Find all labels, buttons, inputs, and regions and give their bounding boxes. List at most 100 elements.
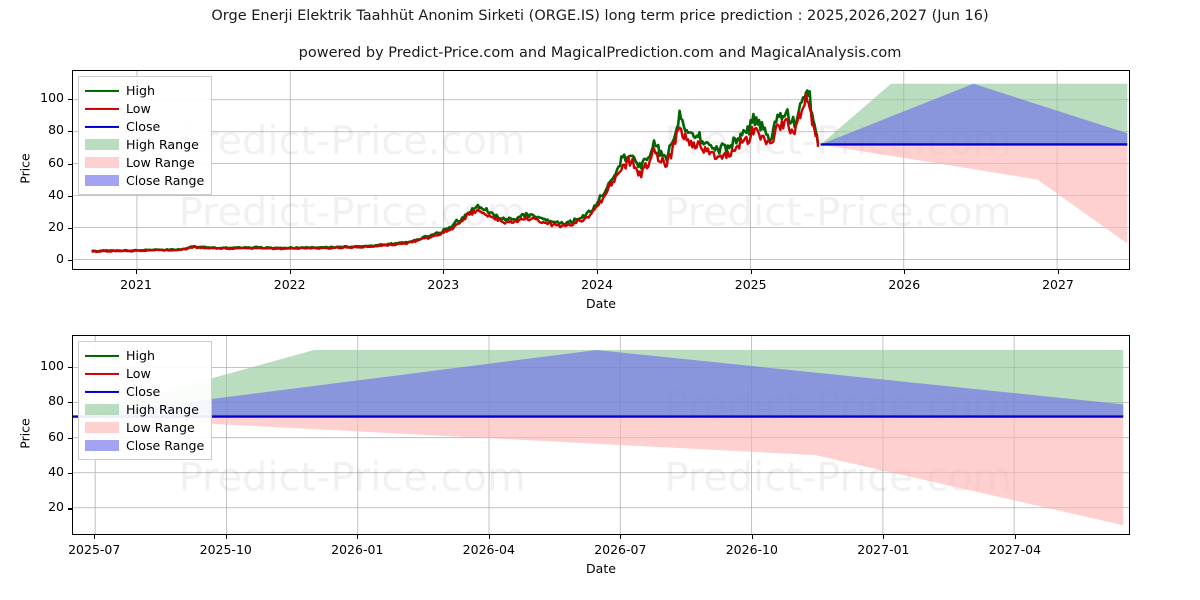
legend-label: Low Range xyxy=(126,420,195,435)
x-tick-mark xyxy=(225,535,227,539)
y-tick-label: 60 xyxy=(48,154,64,170)
x-tick-label: 2026-07 xyxy=(594,542,647,557)
x-tick-label: 2021 xyxy=(120,277,152,292)
legend-line-swatch xyxy=(85,349,119,362)
legend-label: Low xyxy=(126,366,151,381)
legend-line-swatch xyxy=(85,385,119,398)
legend-label: High Range xyxy=(126,402,199,417)
swatch xyxy=(85,390,119,393)
bottom-chart-axes: Predict-Price.comPredict-Price.comPredic… xyxy=(72,335,1130,535)
top-chart-legend: High Low Close High Range Low Range Close Ran… xyxy=(78,76,213,195)
x-tick-label: 2023 xyxy=(427,277,460,292)
y-tick-mark xyxy=(68,508,72,510)
legend-item-close: Close xyxy=(85,118,204,135)
swatch xyxy=(85,157,119,168)
swatch xyxy=(85,107,119,110)
swatch xyxy=(85,139,119,150)
x-tick-label: 2024 xyxy=(581,277,613,292)
swatch xyxy=(85,404,119,415)
x-tick-mark xyxy=(751,535,753,539)
y-tick-label: 100 xyxy=(40,357,64,373)
x-tick-mark xyxy=(904,270,906,274)
x-tick-label: 2026 xyxy=(888,277,921,292)
y-tick-mark xyxy=(68,473,72,475)
legend-label: High xyxy=(126,83,155,98)
legend-line-swatch xyxy=(85,84,119,97)
legend-label: Close xyxy=(126,119,161,134)
x-axis-label: Date xyxy=(586,561,616,576)
y-tick-label: 80 xyxy=(48,122,64,138)
x-tick-label: 2022 xyxy=(273,277,306,292)
swatch xyxy=(85,440,119,451)
x-tick-mark xyxy=(488,535,490,539)
swatch xyxy=(85,354,119,357)
x-tick-label: 2026-01 xyxy=(331,542,384,557)
y-tick-label: 0 xyxy=(56,251,64,267)
x-tick-label: 2025-10 xyxy=(199,542,252,557)
legend-label: Close xyxy=(126,384,161,399)
x-tick-label: 2027-04 xyxy=(988,542,1042,557)
legend-item-high: High xyxy=(85,347,204,364)
legend-item-high: High xyxy=(85,82,204,99)
legend-label: Close Range xyxy=(126,173,205,188)
y-tick-label: 20 xyxy=(48,499,64,515)
legend-item-low: Low xyxy=(85,100,204,117)
svg-text:Predict-Price.com: Predict-Price.com xyxy=(664,190,1011,236)
legend-label: High xyxy=(126,348,155,363)
x-tick-mark xyxy=(750,270,752,274)
x-tick-mark xyxy=(883,535,885,539)
swatch xyxy=(85,89,119,92)
figure-title: Orge Enerji Elektrik Taahhüt Anonim Sirk… xyxy=(211,8,989,24)
x-tick-mark xyxy=(94,535,96,539)
bottom-plot-canvas: Predict-Price.comPredict-Price.comPredic… xyxy=(73,336,1129,534)
y-tick-label: 80 xyxy=(48,393,64,409)
x-tick-mark xyxy=(136,270,138,274)
legend-item-close-range: Close Range xyxy=(85,437,204,454)
x-tick-mark xyxy=(289,270,291,274)
top-plot-frame: Predict-Price.com Predict-Price.com Predic… xyxy=(72,70,1130,270)
y-tick-label: 40 xyxy=(48,464,64,480)
bottom-chart-legend: High Low Close High Range Low Range Close Ran… xyxy=(78,341,213,460)
x-tick-mark xyxy=(597,270,599,274)
figure-subtitle: powered by Predict-Price.com and Magical… xyxy=(298,45,902,61)
swatch xyxy=(85,125,119,128)
y-tick-mark xyxy=(68,437,72,439)
y-axis-label: Price xyxy=(17,418,33,449)
y-tick-mark xyxy=(68,366,72,368)
y-tick-mark xyxy=(68,163,72,165)
legend-item-low: Low xyxy=(85,365,204,382)
y-tick-mark xyxy=(68,260,72,262)
x-axis-label: Date xyxy=(586,296,616,311)
x-tick-label: 2026-10 xyxy=(725,542,778,557)
x-tick-mark xyxy=(357,535,359,539)
swatch xyxy=(85,175,119,186)
legend-patch-swatch xyxy=(85,174,119,187)
svg-text:Predict-Price.com: Predict-Price.com xyxy=(179,455,526,501)
legend-label: Low xyxy=(126,101,151,116)
band-low-range xyxy=(820,144,1128,244)
y-tick-mark xyxy=(68,99,72,101)
x-tick-mark xyxy=(1057,270,1060,274)
x-tick-label: 2026-04 xyxy=(462,542,515,557)
legend-patch-swatch xyxy=(85,439,119,452)
y-tick-mark xyxy=(68,402,72,404)
x-tick-label: 2027-01 xyxy=(857,542,910,557)
legend-item-low-range: Low Range xyxy=(85,419,204,436)
y-axis-label: Price xyxy=(17,153,33,184)
legend-label: High Range xyxy=(126,137,199,152)
legend-item-low-range: Low Range xyxy=(85,154,204,171)
band-close-range xyxy=(820,83,1128,145)
legend-label: Close Range xyxy=(126,438,205,453)
svg-text:Predict-Price.com: Predict-Price.com xyxy=(179,118,526,164)
legend-patch-swatch xyxy=(85,156,119,169)
bottom-plot-frame: Predict-Price.comPredict-Price.comPredic… xyxy=(72,335,1130,535)
legend-label: Low Range xyxy=(126,155,195,170)
band-low-range xyxy=(73,416,1124,526)
top-chart-axes: Predict-Price.com Predict-Price.com Predic… xyxy=(72,70,1130,270)
legend-item-close-range: Close Range xyxy=(85,172,204,189)
y-tick-label: 60 xyxy=(48,428,64,444)
legend-patch-swatch xyxy=(85,421,119,434)
legend-item-high-range: High Range xyxy=(85,401,204,418)
y-tick-mark xyxy=(68,228,72,230)
y-tick-mark xyxy=(68,131,72,133)
